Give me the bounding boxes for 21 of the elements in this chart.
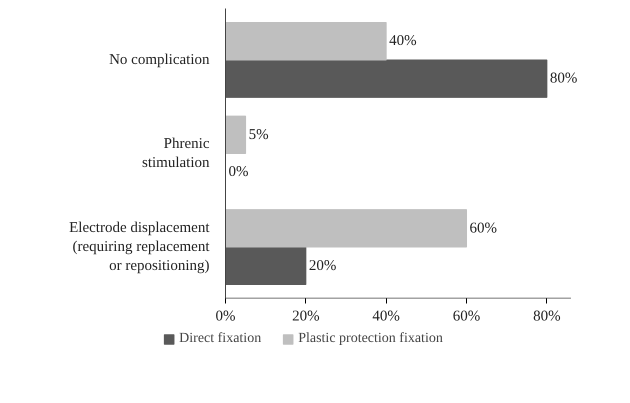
- bar: [226, 116, 246, 154]
- x-tick-label: 0%: [216, 308, 236, 324]
- bar: [226, 59, 548, 98]
- y-tick-label: No complication: [109, 52, 210, 68]
- bar: [226, 209, 468, 248]
- y-tick-label: Phrenic stimulation: [142, 136, 210, 172]
- data-label: 40%: [389, 33, 417, 50]
- data-label: 5%: [248, 126, 269, 143]
- data-label: 80%: [550, 70, 578, 87]
- data-label: 60%: [470, 220, 498, 236]
- x-tick-label: 20%: [292, 308, 320, 324]
- x-tick-label: 40%: [372, 308, 400, 324]
- data-label: 20%: [308, 258, 336, 274]
- legend-label: Plastic protection fixation: [298, 331, 443, 347]
- x-tick-label: 80%: [533, 308, 561, 324]
- data-label: 0%: [228, 164, 248, 180]
- bar: [226, 22, 387, 60]
- legend-label: Direct fixation: [179, 331, 262, 347]
- x-tick-label: 60%: [452, 308, 480, 324]
- y-tick-label: Electrode displacement (requiring replacement or repositioning): [69, 220, 210, 274]
- bar: [226, 246, 306, 285]
